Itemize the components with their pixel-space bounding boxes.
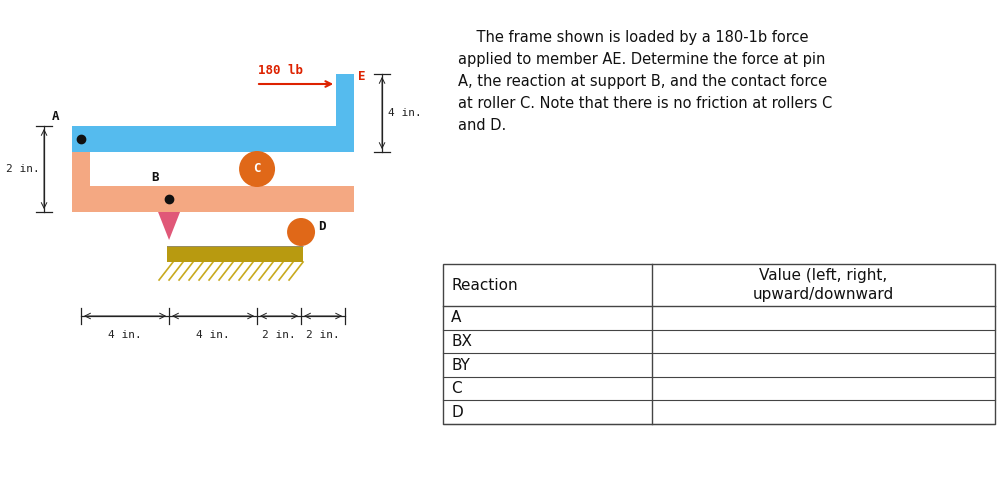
Text: and D.: and D. — [458, 118, 507, 133]
Circle shape — [239, 151, 275, 187]
Text: BY: BY — [451, 358, 470, 373]
Bar — [167, 246, 303, 262]
Text: C: C — [254, 163, 261, 176]
Bar — [73, 126, 90, 212]
Bar — [73, 186, 354, 212]
Bar — [443, 264, 995, 424]
Text: The frame shown is loaded by a 180-1b force: The frame shown is loaded by a 180-1b fo… — [458, 30, 809, 45]
Text: A: A — [52, 110, 59, 123]
Text: D: D — [451, 405, 463, 420]
Text: 4 in.: 4 in. — [388, 108, 422, 118]
Text: at roller C. Note that there is no friction at rollers C: at roller C. Note that there is no frict… — [458, 96, 832, 111]
Text: B: B — [151, 171, 158, 184]
Text: E: E — [358, 70, 366, 83]
Bar — [336, 74, 354, 152]
Text: 2 in.: 2 in. — [262, 330, 296, 340]
Text: A: A — [451, 310, 461, 325]
Text: D: D — [318, 220, 325, 233]
Circle shape — [287, 218, 315, 246]
Text: 4 in.: 4 in. — [196, 330, 230, 340]
Polygon shape — [158, 212, 180, 240]
Text: applied to member AE. Determine the force at pin: applied to member AE. Determine the forc… — [458, 52, 826, 67]
Text: 180 lb: 180 lb — [258, 64, 303, 77]
Text: C: C — [451, 381, 461, 396]
Text: Value (left, right,
upward/downward: Value (left, right, upward/downward — [752, 268, 894, 302]
Text: A, the reaction at support B, and the contact force: A, the reaction at support B, and the co… — [458, 74, 827, 89]
Text: BX: BX — [451, 334, 472, 349]
Bar — [73, 126, 354, 152]
Text: 2 in.: 2 in. — [306, 330, 340, 340]
Text: Reaction: Reaction — [451, 277, 518, 292]
Text: 2 in.: 2 in. — [6, 164, 40, 174]
Text: 4 in.: 4 in. — [108, 330, 142, 340]
